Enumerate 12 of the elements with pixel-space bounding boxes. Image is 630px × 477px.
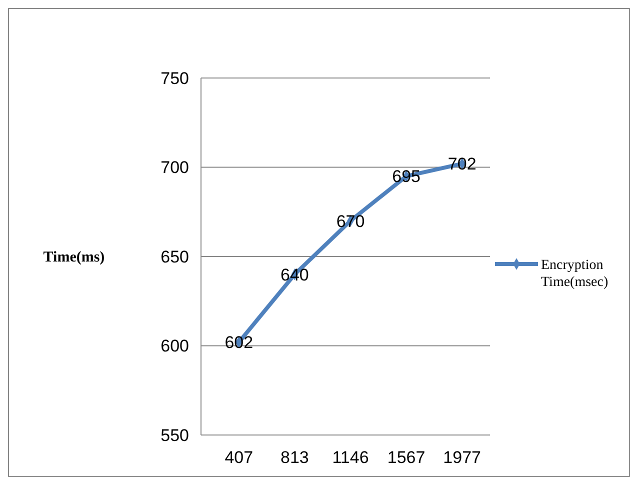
y-tick-label: 600 (160, 336, 189, 356)
x-tick-label: 1146 (332, 448, 369, 467)
x-tick-label: 1567 (387, 448, 426, 467)
y-axis-title: Time(ms) (43, 249, 105, 266)
y-tick-label: 650 (160, 247, 189, 266)
x-tick-label: 813 (280, 448, 309, 467)
y-tick-label: 750 (160, 68, 189, 88)
legend-label: Encryption Time(msec) (541, 258, 608, 290)
y-tick-label: 700 (160, 158, 189, 178)
y-tick-label: 550 (160, 426, 189, 445)
x-tick-label: 407 (224, 448, 254, 467)
x-tick-label: 1977 (443, 448, 482, 467)
